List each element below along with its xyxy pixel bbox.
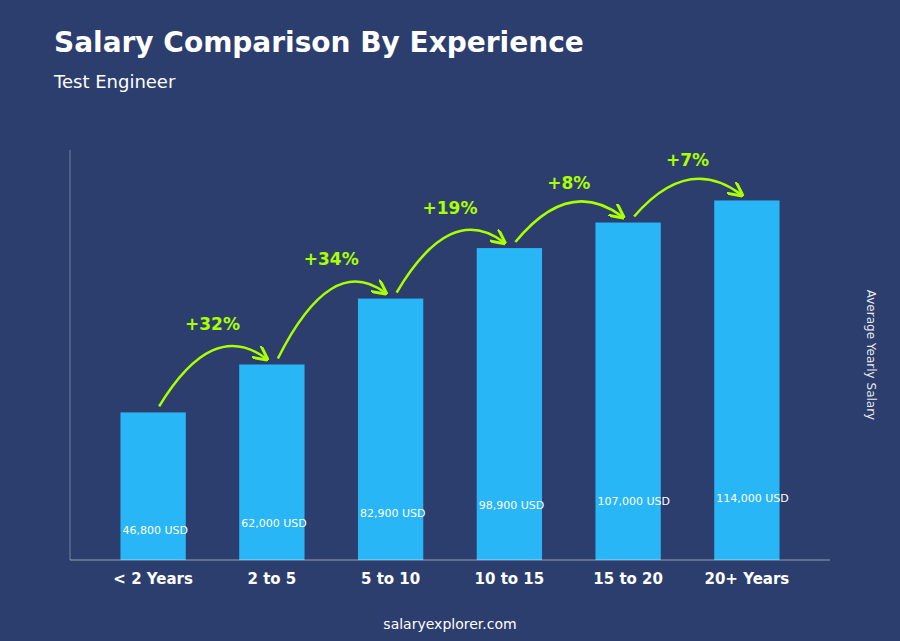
bar (120, 412, 185, 560)
value-label: 98,900 USD (479, 499, 545, 512)
value-label: 107,000 USD (597, 495, 670, 508)
value-label: 114,000 USD (716, 492, 789, 505)
background (0, 0, 900, 641)
x-tick-label: 20+ Years (704, 570, 789, 588)
growth-arrow (515, 201, 622, 242)
growth-arrow (397, 230, 504, 293)
growth-label: +8% (547, 173, 590, 193)
x-tick-label: 2 to 5 (247, 570, 296, 588)
x-tick-label: 10 to 15 (475, 570, 545, 588)
bar (714, 200, 779, 560)
growth-label: +34% (304, 249, 359, 269)
title: Salary Comparison By Experience (54, 26, 584, 59)
bar (477, 248, 542, 560)
y-axis-line (70, 150, 71, 560)
footer: salaryexplorer.com (383, 616, 516, 632)
growth-label: +7% (666, 150, 709, 170)
growth-label: +32% (185, 314, 240, 334)
baseline (70, 560, 830, 561)
bar (595, 223, 660, 560)
x-tick-label: < 2 Years (113, 570, 193, 588)
bar (239, 364, 304, 560)
value-label: 46,800 USD (122, 524, 188, 537)
value-label: 82,900 USD (360, 507, 426, 520)
growth-arrow (634, 179, 741, 217)
growth-label: +19% (423, 198, 478, 218)
x-tick-label: 5 to 10 (361, 570, 420, 588)
growth-arrow (278, 282, 385, 359)
y-axis-label: Average Yearly Salary (864, 290, 878, 420)
subtitle: Test Engineer (53, 71, 176, 92)
bar (358, 299, 423, 560)
x-tick-label: 15 to 20 (593, 570, 663, 588)
chart: Salary Comparison By Experience Test Engi… (0, 0, 900, 641)
value-label: 62,000 USD (241, 517, 307, 530)
growth-arrow (159, 346, 266, 406)
